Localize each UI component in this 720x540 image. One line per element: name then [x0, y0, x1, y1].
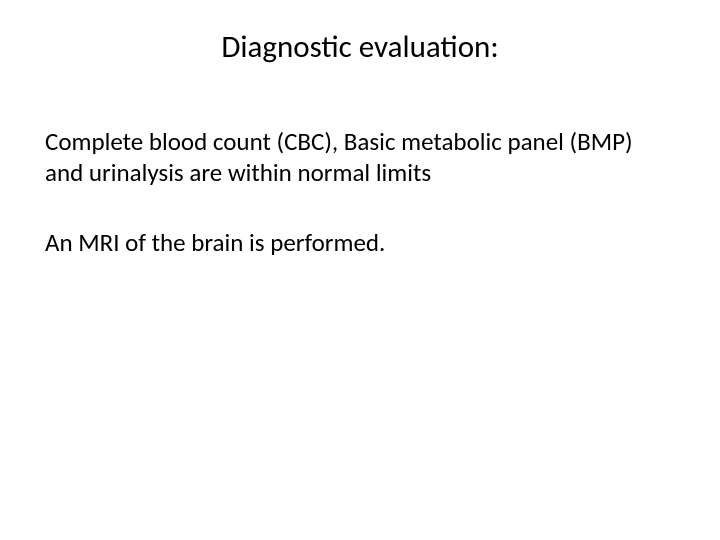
slide-container: Diagnostic evaluation: Complete blood co…	[0, 0, 720, 540]
paragraph-2: An MRI of the brain is performed.	[45, 227, 675, 258]
slide-title: Diagnostic evaluation:	[110, 28, 610, 66]
paragraph-1: Complete blood count (CBC), Basic metabo…	[45, 126, 675, 189]
